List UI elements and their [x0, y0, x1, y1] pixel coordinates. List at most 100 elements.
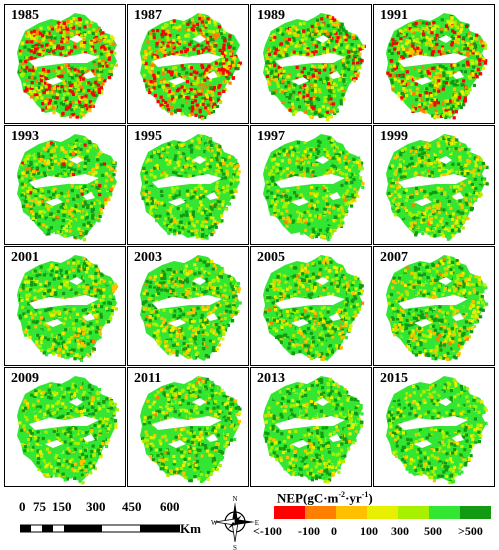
non-vegetated-area — [29, 295, 99, 309]
non-vegetated-area — [206, 71, 218, 79]
non-vegetated-area — [438, 277, 452, 285]
nep-map — [263, 255, 365, 361]
non-vegetated-area — [192, 398, 206, 406]
legend-label: 300 — [391, 524, 409, 538]
nep-pixels — [387, 256, 489, 362]
scale-label: 75 — [33, 499, 46, 514]
legend-label: -100 — [298, 524, 320, 538]
nep-map — [17, 134, 117, 242]
panel-year-label: 1989 — [257, 8, 285, 23]
non-vegetated-area — [192, 277, 206, 285]
nep-pixels — [17, 136, 117, 242]
non-vegetated-area — [275, 53, 345, 67]
compass-rose-icon: N S W E — [211, 495, 259, 550]
non-vegetated-area — [438, 398, 452, 406]
non-vegetated-area — [329, 192, 341, 200]
panel-year-label: 1991 — [380, 8, 408, 23]
non-vegetated-area — [168, 198, 186, 206]
non-vegetated-area — [438, 156, 452, 164]
map-panel-1987: 1987 — [127, 4, 249, 124]
non-vegetated-area — [192, 156, 206, 164]
legend-title: NEP(gC·m-2·yr-1) — [277, 490, 373, 506]
legend-label: >500 — [458, 524, 483, 538]
non-vegetated-area — [452, 71, 464, 79]
non-vegetated-area — [206, 434, 218, 442]
compass-s: S — [233, 544, 237, 550]
map-panel-2007: 2007 — [373, 246, 495, 366]
nep-map — [263, 134, 365, 242]
non-vegetated-area — [315, 398, 329, 406]
non-vegetated-area — [69, 156, 83, 164]
non-vegetated-area — [152, 53, 222, 67]
non-vegetated-area — [275, 295, 345, 309]
scale-label: 0 — [19, 499, 26, 514]
non-vegetated-area — [414, 77, 432, 85]
nep-pixels — [141, 134, 241, 240]
non-vegetated-area — [83, 313, 95, 321]
non-vegetated-area — [45, 198, 63, 206]
legend-swatch — [398, 506, 429, 519]
non-vegetated-area — [315, 277, 329, 285]
non-vegetated-area — [45, 440, 63, 448]
scale-label: 450 — [122, 499, 142, 514]
map-panel-1985: 1985 — [4, 4, 126, 124]
nep-pixels — [141, 376, 242, 483]
nep-map — [140, 134, 241, 240]
non-vegetated-area — [398, 295, 468, 309]
legend-swatch — [336, 506, 367, 519]
nep-pixels — [141, 13, 242, 121]
map-panel-2013: 2013 — [250, 367, 372, 487]
panel-year-label: 2005 — [257, 250, 285, 265]
non-vegetated-area — [438, 35, 452, 43]
legend-swatch — [429, 506, 460, 519]
panel-year-label: 2001 — [11, 250, 39, 265]
panel-year-label: 1993 — [11, 129, 39, 144]
legend-title-sup: -1 — [361, 490, 369, 499]
non-vegetated-area — [206, 192, 218, 200]
nep-pixels — [17, 257, 119, 363]
non-vegetated-area — [168, 77, 186, 85]
non-vegetated-area — [329, 313, 341, 321]
legend-swatch — [460, 506, 491, 519]
map-panel-2015: 2015 — [373, 367, 495, 487]
map-panel-1997: 1997 — [250, 125, 372, 245]
nep-map — [17, 255, 119, 363]
compass-e: E — [255, 519, 259, 527]
non-vegetated-area — [69, 35, 83, 43]
non-vegetated-area — [329, 71, 341, 79]
compass-n: N — [232, 495, 237, 503]
nep-pixels — [264, 14, 366, 121]
panel-year-label: 2015 — [380, 371, 408, 386]
nep-map — [140, 376, 242, 483]
legend-swatch — [305, 506, 336, 519]
non-vegetated-area — [29, 174, 99, 188]
nep-map — [140, 13, 242, 121]
non-vegetated-area — [291, 77, 309, 85]
non-vegetated-area — [29, 53, 99, 67]
non-vegetated-area — [291, 319, 309, 327]
non-vegetated-area — [329, 434, 341, 442]
legend-label: <-100 — [253, 524, 282, 538]
non-vegetated-area — [315, 156, 329, 164]
panel-year-label: 2003 — [134, 250, 162, 265]
non-vegetated-area — [452, 192, 464, 200]
nep-map — [17, 13, 118, 119]
legend-swatch — [367, 506, 398, 519]
non-vegetated-area — [168, 440, 186, 448]
non-vegetated-area — [45, 319, 63, 327]
non-vegetated-area — [83, 71, 95, 79]
non-vegetated-area — [452, 313, 464, 321]
non-vegetated-area — [315, 35, 329, 43]
non-vegetated-area — [398, 174, 468, 188]
legend-title-text: ·yr — [345, 490, 362, 506]
map-panel-1991: 1991 — [373, 4, 495, 124]
map-panel-1993: 1993 — [4, 125, 126, 245]
panel-year-label: 2013 — [257, 371, 285, 386]
non-vegetated-area — [69, 277, 83, 285]
legend-title-text: NEP(gC·m — [277, 490, 339, 506]
panel-year-label: 2009 — [11, 371, 39, 386]
non-vegetated-area — [29, 416, 99, 430]
legend-swatch — [274, 506, 305, 519]
map-panel-1995: 1995 — [127, 125, 249, 245]
nep-map — [17, 376, 119, 485]
